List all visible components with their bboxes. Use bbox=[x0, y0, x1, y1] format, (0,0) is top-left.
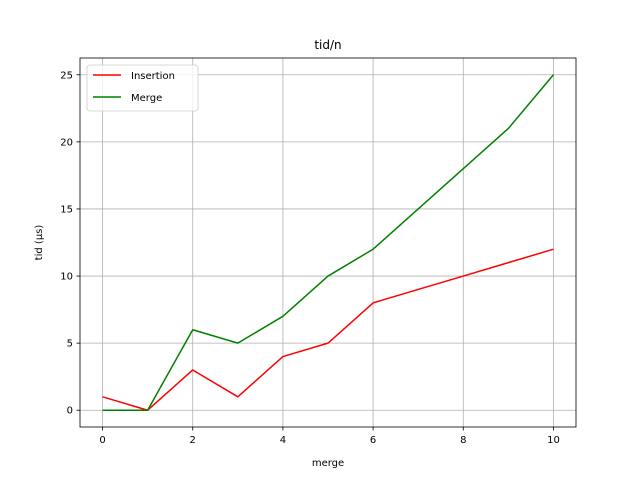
x-tick-label: 0 bbox=[99, 435, 105, 446]
legend-box bbox=[86, 64, 199, 112]
x-tick-label: 6 bbox=[370, 435, 376, 446]
series-line-merge bbox=[102, 74, 555, 411]
y-tick-label: 25 bbox=[60, 70, 73, 81]
y-tick-label: 20 bbox=[60, 137, 73, 148]
x-tick-label: 10 bbox=[547, 435, 560, 446]
plot-frame bbox=[79, 57, 577, 428]
legend-label: Insertion bbox=[131, 71, 175, 82]
x-tick-label: 4 bbox=[280, 435, 286, 446]
series-layer bbox=[102, 74, 555, 411]
tick-layer: 0 2 4 6 8 10 0 5 10 15 20 25 bbox=[60, 70, 560, 446]
legend-label: Merge bbox=[131, 93, 162, 104]
y-axis-label: tid (µs) bbox=[34, 225, 45, 261]
x-axis-label: merge bbox=[312, 458, 344, 469]
y-tick-label: 10 bbox=[60, 272, 73, 283]
x-tick-label: 2 bbox=[190, 435, 196, 446]
y-tick-label: 15 bbox=[60, 204, 73, 215]
series-line-insertion bbox=[102, 248, 554, 411]
y-tick-label: 5 bbox=[67, 339, 73, 350]
chart-title: tid/n bbox=[314, 38, 341, 52]
y-tick-label: 0 bbox=[67, 406, 73, 417]
legend: Insertion Merge bbox=[86, 64, 199, 112]
x-tick-label: 8 bbox=[460, 435, 466, 446]
